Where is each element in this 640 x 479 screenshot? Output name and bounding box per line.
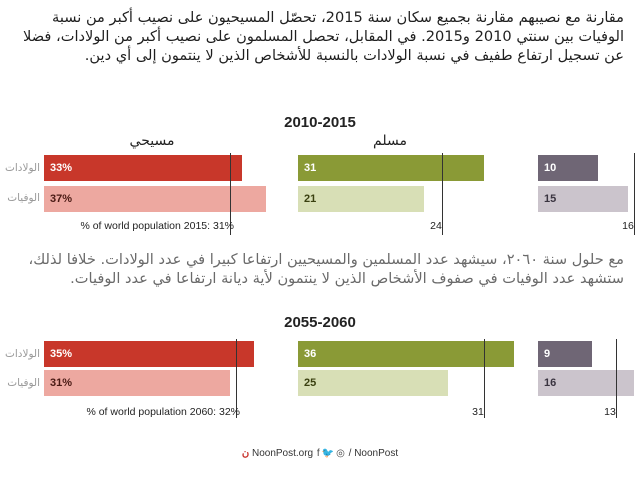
bar-value-label: 16 (544, 377, 557, 389)
intro-paragraph: مقارنة مع نصيبهم مقارنة بجميع سكان سنة 2… (23, 9, 624, 64)
noonpost-logo-icon: ن (241, 448, 250, 459)
bar-christian-deaths: 31% (44, 370, 230, 396)
bar-none-births: 9 (538, 341, 592, 367)
group-label-muslim: مسلم (373, 133, 407, 149)
population-share-label-muslim: 31 (472, 406, 484, 418)
population-share-label-christian: % of world population 2060: 32% (86, 406, 240, 418)
bar-value-label: 10 (544, 162, 557, 174)
chart-title-2010-2015: 2010-2015 (284, 114, 356, 131)
population-share-line-christian (230, 153, 231, 235)
bar-muslim-births: 31 (298, 155, 484, 181)
row-label-births-2060: الولادات (4, 348, 40, 360)
chart-title-2055-2060: 2055-2060 (284, 314, 356, 331)
bar-christian-births: 33% (44, 155, 242, 181)
bar-value-label: 33% (50, 162, 73, 174)
population-share-line-christian (236, 339, 237, 418)
footer-site[interactable]: NoonPost.org (251, 448, 314, 459)
bar-none-deaths: 16 (538, 370, 634, 396)
population-share-line-none (616, 339, 617, 418)
bar-value-label: 37% (50, 193, 73, 205)
bar-value-label: 21 (304, 193, 317, 205)
footer: ن NoonPost.org f 🐦 ◎ / NoonPost (0, 448, 640, 459)
population-share-line-muslim (484, 339, 485, 418)
row-label-births: الولادات (4, 162, 40, 174)
twitter-icon[interactable]: 🐦 (321, 448, 335, 459)
population-share-label-none: 16 (622, 220, 634, 232)
bar-christian-births: 35% (44, 341, 254, 367)
footer-handle: / NoonPost (348, 448, 399, 459)
population-share-line-muslim (442, 153, 443, 235)
population-share-label-muslim: 24 (430, 220, 442, 232)
bar-muslim-deaths: 21 (298, 186, 424, 212)
bar-value-label: 36 (304, 348, 317, 360)
facebook-icon[interactable]: f (316, 448, 320, 459)
bar-none-deaths: 15 (538, 186, 628, 212)
bar-value-label: 15 (544, 193, 557, 205)
middle-paragraph: مع حلول سنة ٢٠٦٠، سيشهد عدد المسلمين وال… (28, 251, 624, 287)
bar-muslim-births: 36 (298, 341, 514, 367)
population-share-line-none (634, 153, 635, 235)
bar-value-label: 31 (304, 162, 317, 174)
row-label-deaths-2060: الوفيات (7, 377, 40, 389)
bar-value-label: 31% (50, 377, 73, 389)
bar-christian-deaths: 37% (44, 186, 266, 212)
population-share-label-christian: % of world population 2015: 31% (80, 220, 234, 232)
bar-muslim-deaths: 25 (298, 370, 448, 396)
instagram-icon[interactable]: ◎ (336, 448, 345, 459)
group-label-christian: مسيحي (129, 133, 175, 149)
bar-none-births: 10 (538, 155, 598, 181)
bar-value-label: 9 (544, 348, 551, 360)
row-label-deaths: الوفيات (7, 192, 40, 204)
population-share-label-none: 13 (604, 406, 616, 418)
bar-value-label: 35% (50, 348, 73, 360)
bar-value-label: 25 (304, 377, 317, 389)
